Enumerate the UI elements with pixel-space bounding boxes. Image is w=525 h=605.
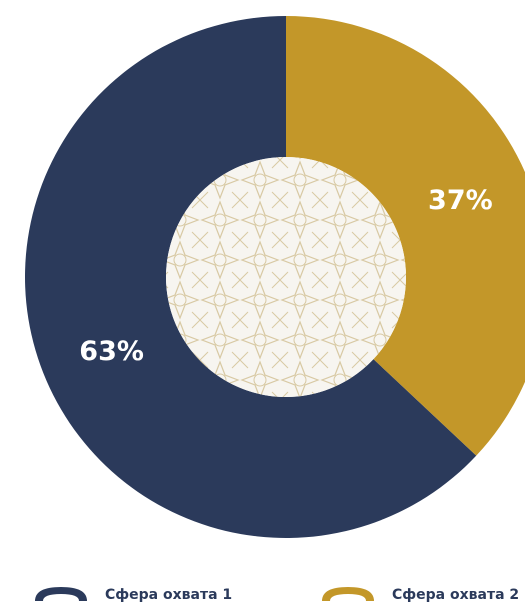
- slice: [286, 16, 525, 456]
- center-ornament: [166, 157, 406, 397]
- legend-label: Сфера охвата 2: [392, 587, 519, 603]
- value-label: 37%: [428, 185, 493, 216]
- slices: [25, 16, 525, 538]
- legend-label: Сфера охвата 1: [105, 587, 232, 603]
- value-labels: 63% 37%: [79, 185, 492, 367]
- value-label: 63%: [79, 336, 144, 367]
- slice: [25, 16, 477, 538]
- legend-item[interactable]: Сфера охвата 1: [35, 587, 232, 603]
- legend-swatch: [35, 587, 87, 601]
- legend-item[interactable]: Сфера охвата 2: [322, 587, 519, 603]
- legend-swatch: [322, 587, 374, 601]
- legend: Сфера охвата 1 Сфера охвата 2: [35, 587, 519, 603]
